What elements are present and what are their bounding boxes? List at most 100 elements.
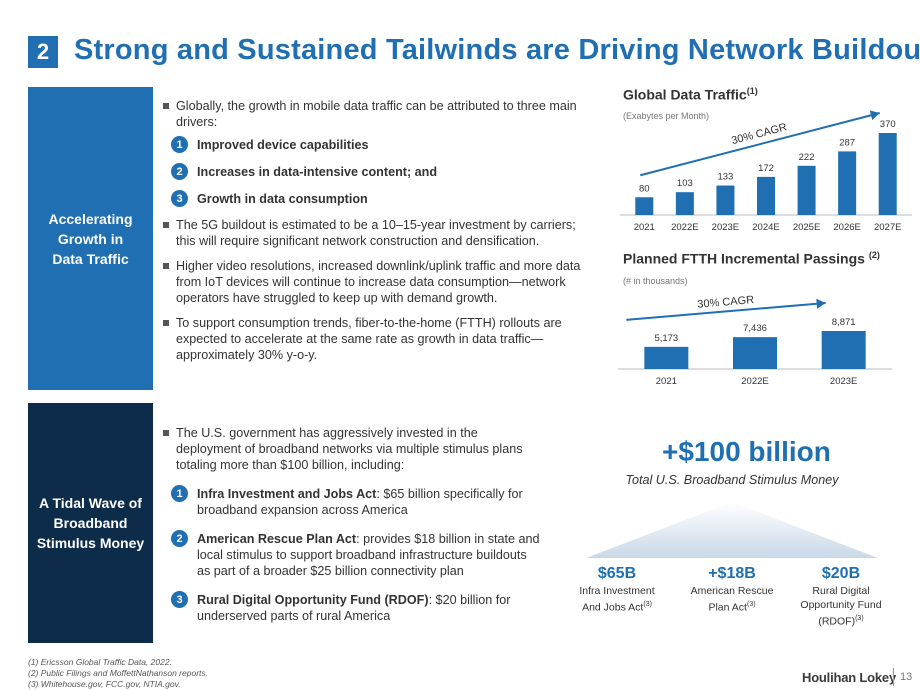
data-label: 7,436 — [743, 323, 767, 334]
stimulus-plan-item: 1 Infra Investment and Jobs Act: $65 bil… — [162, 485, 542, 518]
number-circle: 3 — [171, 190, 188, 207]
chart-subtitle: (# in thousands) — [623, 276, 688, 286]
x-tick-label: 2024E — [752, 222, 779, 233]
number-circle: 2 — [171, 530, 188, 547]
number-circle: 2 — [171, 163, 188, 180]
stimulus-label-line: Infra Investment — [579, 585, 655, 597]
data-label: 103 — [677, 178, 693, 189]
bar — [838, 151, 857, 215]
stimulus-label-line: (RDOF)(3) — [786, 612, 896, 629]
cagr-label: 30% CAGR — [697, 294, 755, 311]
data-label: 8,871 — [832, 317, 856, 328]
bar — [675, 192, 694, 215]
stimulus-plan-item: 2 American Rescue Plan Act: provides $18… — [162, 530, 542, 579]
plan-name: Infra Investment and Jobs Act — [197, 487, 377, 501]
plan-description: : $20 billion for underserved parts of r… — [197, 593, 511, 623]
stimulus-item: $20B Rural Digital Opportunity Fund (RDO… — [786, 564, 896, 629]
footnote: (1) Ericsson Global Traffic Data, 2022. — [28, 657, 172, 667]
number-circle: 3 — [171, 591, 188, 608]
chart-subtitle: (Exabytes per Month) — [623, 111, 710, 121]
x-tick-label: 2025E — [793, 222, 820, 233]
plan-description: : provides $18 billion in state and loca… — [197, 532, 540, 578]
cagr-arrow-line — [626, 302, 826, 321]
bar — [644, 346, 689, 369]
chart-title-text: Global Data Traffic — [623, 86, 747, 103]
footer-divider — [893, 668, 894, 686]
bar — [757, 176, 775, 215]
x-tick-label: 2022E — [741, 376, 768, 387]
data-label: 370 — [880, 119, 896, 130]
number-circle: 1 — [171, 485, 188, 502]
plan-name: Rural Digital Opportunity Fund (RDOF) — [197, 593, 429, 607]
bullet-item: Higher video resolutions, increased down… — [162, 258, 592, 306]
cagr-arrow-head — [816, 298, 826, 309]
chart-title-ftth: Planned FTTH Incremental Passings (2) — [623, 250, 880, 267]
page-title: Strong and Sustained Tailwinds are Drivi… — [74, 34, 920, 66]
bottom-bullet-list: The U.S. government has aggressively inv… — [162, 425, 542, 624]
footnote-ref: (3) — [855, 615, 864, 622]
section-label-text: Accelerating Growth in Data Traffic — [48, 210, 133, 267]
bar — [716, 185, 735, 215]
x-tick-label: 2021 — [656, 376, 677, 387]
bullet-item: The 5G buildout is estimated to be a 10–… — [162, 217, 592, 249]
x-tick-label: 2021 — [634, 222, 655, 233]
driver-item: 1 Improved device capabilities — [162, 136, 592, 153]
page-number: 13 — [900, 671, 913, 683]
data-traffic-chart: 80 2021 103 2022E 133 2023E 172 2024E 222 2025E 28… — [620, 110, 912, 233]
bar — [635, 197, 654, 215]
stimulus-amount: $65B — [597, 565, 637, 582]
driver-text: Improved device capabilities — [197, 138, 369, 152]
footnote-ref: (3) — [643, 601, 652, 608]
driver-text: Growth in data consumption — [197, 192, 368, 206]
stimulus-label-line: Rural Digital — [812, 585, 870, 597]
stimulus-label-line: American Rescue — [690, 585, 774, 597]
section-label-stimulus: A Tidal Wave of Broadband Stimulus Money — [28, 403, 153, 643]
data-label: 80 — [639, 183, 650, 194]
footnote-ref: (3) — [746, 601, 756, 608]
stimulus-plan-item: 3 Rural Digital Opportunity Fund (RDOF):… — [162, 591, 542, 624]
stimulus-amount: $20B — [821, 565, 861, 582]
bar — [878, 133, 897, 215]
number-circle: 1 — [171, 136, 188, 153]
stimulus-subtitle: Total U.S. Broadband Stimulus Money — [625, 473, 839, 487]
stimulus-label-line: Opportunity Fund — [800, 599, 882, 611]
stimulus-label-line: And Jobs Act(3) — [562, 598, 672, 615]
footnote-ref: (1) — [746, 86, 758, 96]
stimulus-label-text: (RDOF) — [818, 615, 856, 628]
stimulus-fan-graphic — [586, 502, 878, 558]
top-bullet-list: Globally, the growth in mobile data traf… — [162, 98, 592, 363]
data-label: 133 — [717, 172, 733, 183]
stimulus-amount: +$18B — [708, 565, 756, 582]
x-tick-label: 2027E — [874, 222, 901, 233]
data-label: 5,173 — [654, 333, 678, 344]
bar — [797, 165, 816, 215]
bullet-item: Globally, the growth in mobile data traf… — [162, 98, 592, 130]
cagr-arrow-line — [640, 112, 880, 177]
data-label: 222 — [799, 152, 815, 163]
bullet-item: The U.S. government has aggressively inv… — [162, 425, 542, 473]
stimulus-headline: +$100 billion — [662, 436, 831, 467]
ftth-chart: 5,173 2021 7,436 2022E 8,871 2023E 30% CAGR — [618, 294, 892, 387]
data-label: 172 — [758, 163, 774, 174]
bullet-item: To support consumption trends, fiber-to-… — [162, 315, 592, 363]
plan-description: : $65 billion specifically for broadband… — [197, 487, 523, 517]
plan-name: American Rescue Plan Act — [197, 532, 357, 546]
x-tick-label: 2026E — [833, 222, 860, 233]
section-label-data-traffic: Accelerating Growth in Data Traffic — [28, 87, 153, 390]
footnote: (2) Public Filings and MoffettNathanson … — [28, 668, 209, 678]
bar — [821, 331, 866, 369]
bar — [733, 337, 777, 369]
footnotes: (1) Ericsson Global Traffic Data, 2022. … — [28, 657, 208, 690]
data-label: 287 — [839, 137, 855, 148]
x-tick-label: 2023E — [830, 376, 857, 387]
driver-text: Increases in data-intensive content; and — [197, 165, 438, 179]
stimulus-label-text: Plan Act — [708, 601, 747, 614]
stimulus-label-text: And Jobs Act — [582, 601, 644, 614]
stimulus-item: $65B Infra Investment And Jobs Act(3) — [562, 564, 672, 615]
section-label-text: A Tidal Wave of Broadband Stimulus Money — [36, 495, 145, 551]
houlihan-lokey-logo: Houlihan Lokey — [802, 670, 896, 685]
x-tick-label: 2023E — [712, 222, 739, 233]
driver-item: 2 Increases in data-intensive content; a… — [162, 163, 592, 180]
cagr-arrow-head — [869, 110, 880, 121]
chart-title-data-traffic: Global Data Traffic(1) — [623, 86, 758, 103]
